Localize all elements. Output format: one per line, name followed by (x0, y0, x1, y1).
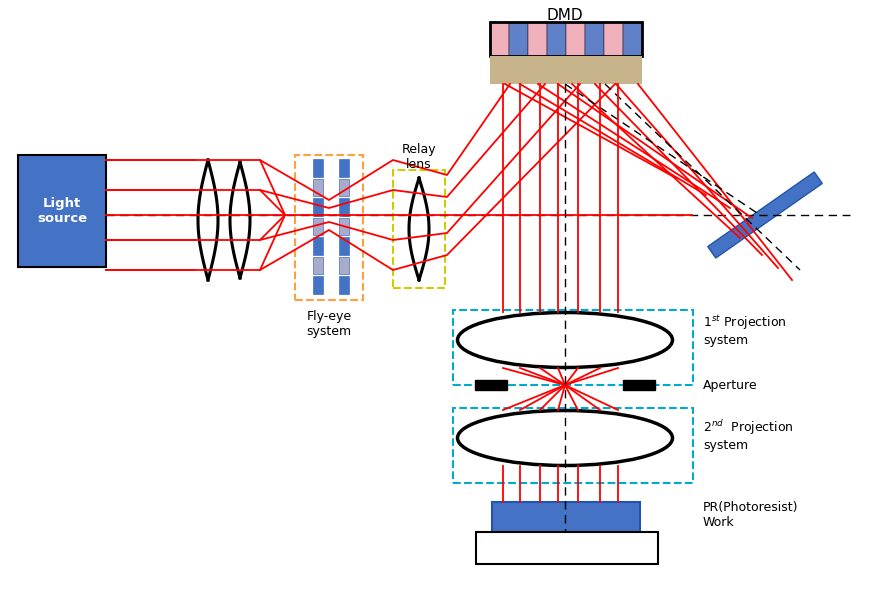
FancyBboxPatch shape (528, 22, 547, 56)
FancyBboxPatch shape (313, 159, 323, 177)
Text: PR(Photoresist)
Work: PR(Photoresist) Work (703, 501, 798, 529)
Text: 2$^{nd}$  Projection
system: 2$^{nd}$ Projection system (703, 418, 794, 452)
FancyBboxPatch shape (339, 276, 349, 294)
FancyBboxPatch shape (339, 237, 349, 255)
FancyBboxPatch shape (623, 22, 642, 56)
Text: Fly-eye
system: Fly-eye system (306, 310, 352, 338)
FancyBboxPatch shape (313, 237, 323, 255)
FancyBboxPatch shape (509, 22, 528, 56)
Text: 1$^{st}$ Projection
system: 1$^{st}$ Projection system (703, 313, 787, 347)
FancyBboxPatch shape (313, 218, 323, 235)
FancyBboxPatch shape (339, 218, 349, 235)
FancyBboxPatch shape (339, 257, 349, 275)
FancyBboxPatch shape (566, 22, 585, 56)
FancyBboxPatch shape (623, 380, 655, 390)
FancyBboxPatch shape (339, 178, 349, 196)
Text: DMD: DMD (546, 8, 583, 23)
FancyBboxPatch shape (339, 159, 349, 177)
FancyBboxPatch shape (339, 198, 349, 216)
FancyBboxPatch shape (476, 532, 658, 564)
FancyBboxPatch shape (604, 22, 623, 56)
FancyBboxPatch shape (313, 257, 323, 275)
FancyBboxPatch shape (490, 22, 509, 56)
FancyBboxPatch shape (547, 22, 566, 56)
FancyBboxPatch shape (313, 198, 323, 216)
FancyBboxPatch shape (492, 502, 640, 532)
FancyBboxPatch shape (313, 276, 323, 294)
Text: Light
source: Light source (37, 197, 87, 225)
FancyBboxPatch shape (475, 380, 507, 390)
Text: Relay
lens: Relay lens (402, 143, 437, 171)
FancyBboxPatch shape (313, 178, 323, 196)
FancyBboxPatch shape (490, 56, 642, 84)
Bar (708, 172, 823, 258)
FancyBboxPatch shape (585, 22, 604, 56)
FancyBboxPatch shape (18, 155, 106, 267)
Text: Aperture: Aperture (703, 379, 758, 391)
